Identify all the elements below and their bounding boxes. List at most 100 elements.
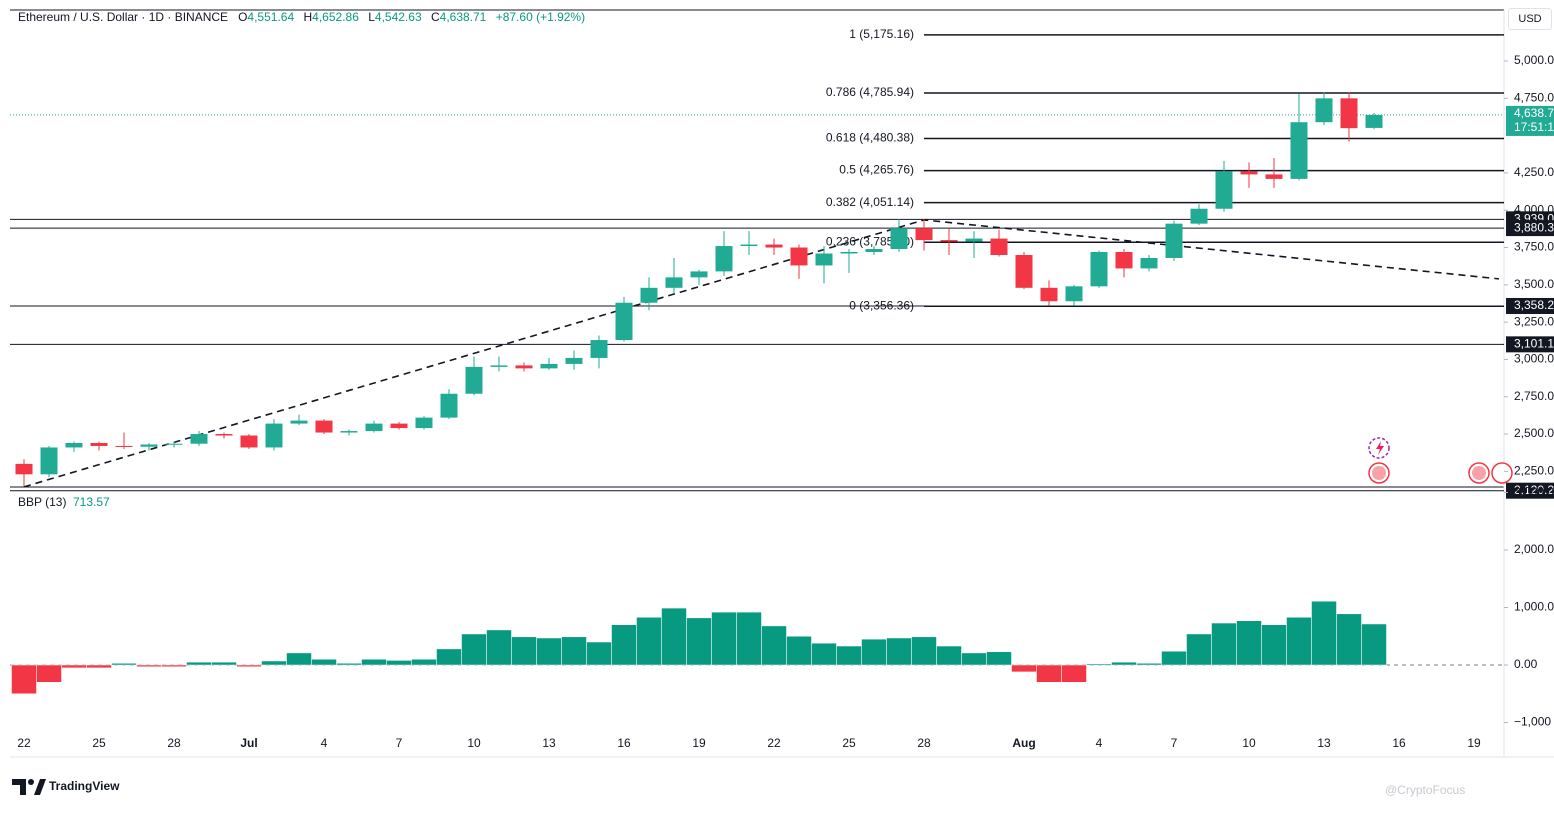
x-tick-label: 28	[917, 736, 931, 750]
candle-body	[565, 357, 583, 364]
x-tick-label: 19	[692, 736, 706, 750]
candle-body	[465, 366, 483, 394]
candle-body	[790, 247, 808, 266]
symbol-header: Ethereum / U.S. Dollar · 1D · BINANCE O4…	[18, 10, 591, 24]
histogram-bar	[436, 648, 462, 666]
symbol: Ethereum / U.S. Dollar · 1D · BINANCE	[18, 10, 229, 24]
candle-body	[240, 435, 258, 448]
histogram-bar	[686, 617, 712, 666]
ohlc-key: O	[238, 10, 248, 24]
price-label-box	[1506, 297, 1554, 314]
x-tick-label: Jul	[240, 736, 257, 750]
y-tick-label: 1,000.00	[1514, 600, 1554, 614]
indicator-value: 713.57	[73, 495, 110, 509]
candle-body	[265, 423, 283, 448]
histogram-bar	[1111, 661, 1137, 666]
histogram-bar	[611, 624, 637, 666]
fib-label: 0.786 (4,785.94)	[826, 85, 914, 99]
candle-body	[1040, 287, 1058, 302]
histogram-bar	[61, 664, 87, 669]
fib-label: 0.382 (4,051.14)	[826, 195, 914, 209]
histogram-bar	[1261, 624, 1287, 666]
histogram-bar	[1136, 663, 1162, 666]
candle-body	[990, 238, 1008, 255]
last-price-label: 4,638.7	[1514, 106, 1554, 120]
y-tick-label: −1,000	[1514, 715, 1551, 729]
ohlc-value: 4,542.63	[374, 10, 422, 24]
candle-body	[590, 340, 608, 358]
histogram-bar	[861, 638, 887, 666]
countdown: 17:51:1	[1514, 120, 1554, 134]
x-tick-label: 7	[1171, 736, 1178, 750]
event-icons	[1368, 437, 1513, 484]
x-tick-label: 28	[167, 736, 181, 750]
y-tick-label: 5,000.0	[1514, 53, 1554, 67]
x-tick-label: 10	[1242, 736, 1256, 750]
histogram-bar	[1186, 633, 1212, 666]
candle-body	[1365, 114, 1383, 128]
price-label-box	[1506, 220, 1554, 237]
fib-label: 1 (5,175.16)	[849, 27, 914, 41]
candle-body	[1140, 257, 1158, 269]
histogram-bar	[386, 660, 412, 666]
candle-body	[1190, 208, 1208, 224]
price-label-box	[1506, 482, 1554, 499]
candle-body	[1165, 223, 1183, 258]
histogram-bar	[1361, 623, 1387, 666]
candle-body	[515, 365, 533, 369]
y-tick-label: 2,500.0	[1514, 426, 1554, 440]
histogram-bar	[411, 659, 437, 666]
histogram-bar	[586, 641, 612, 666]
x-tick-label: 4	[321, 736, 328, 750]
price-label: 3,880.3	[1514, 220, 1554, 234]
ohlc-value: 4,652.86	[312, 10, 359, 24]
histogram-bar	[486, 629, 512, 666]
candle-body	[1290, 122, 1308, 179]
histogram-bar	[786, 636, 812, 666]
candle-body	[90, 442, 108, 446]
tradingview-logo	[12, 779, 46, 795]
ohlc-value: 4,551.64	[247, 10, 295, 24]
x-tick-label: 7	[396, 736, 403, 750]
ohlc-key: C	[430, 10, 440, 24]
histogram-bar	[1011, 664, 1037, 673]
currency-button[interactable]: USD	[1508, 8, 1552, 30]
histogram-bar	[636, 617, 662, 666]
price-label: 3,358.2	[1514, 298, 1554, 312]
candle-body	[915, 228, 933, 241]
indicator-title: BBP (13)	[18, 495, 66, 509]
candle-body	[1015, 254, 1033, 288]
histogram-bar	[1311, 600, 1337, 666]
histogram-bar	[811, 642, 837, 666]
watermark: @CryptoFocus	[1385, 783, 1465, 797]
x-tick-label: 13	[542, 736, 556, 750]
candle-body	[940, 240, 958, 242]
candle-body	[715, 246, 733, 272]
candle-body	[965, 238, 983, 242]
x-tick-label: 22	[17, 736, 31, 750]
x-tick-label: 22	[767, 736, 781, 750]
candle-body	[1215, 171, 1233, 209]
histogram-bar	[1236, 620, 1262, 666]
histogram-bar	[511, 636, 537, 666]
histogram-bar	[961, 652, 987, 666]
candle-body	[415, 417, 433, 429]
y-tick-label: 3,000.0	[1514, 352, 1554, 366]
ohlc-value: 4,638.71	[439, 10, 487, 24]
histogram-bar	[561, 636, 587, 666]
brand: TradingView	[49, 779, 120, 793]
histogram-bar	[311, 659, 337, 666]
candle-body	[115, 445, 133, 447]
candle-body	[40, 447, 58, 475]
histogram-bar	[536, 637, 562, 666]
y-tick-label: 3,500.0	[1514, 277, 1554, 291]
histogram-bar	[186, 661, 212, 666]
candle-body	[1090, 252, 1108, 287]
candle-body	[765, 244, 783, 248]
candle-body	[315, 420, 333, 433]
histogram-bar	[11, 664, 37, 695]
histogram-bar	[111, 663, 137, 666]
y-tick-label: 2,750.0	[1514, 389, 1554, 403]
candle-body	[440, 393, 458, 418]
